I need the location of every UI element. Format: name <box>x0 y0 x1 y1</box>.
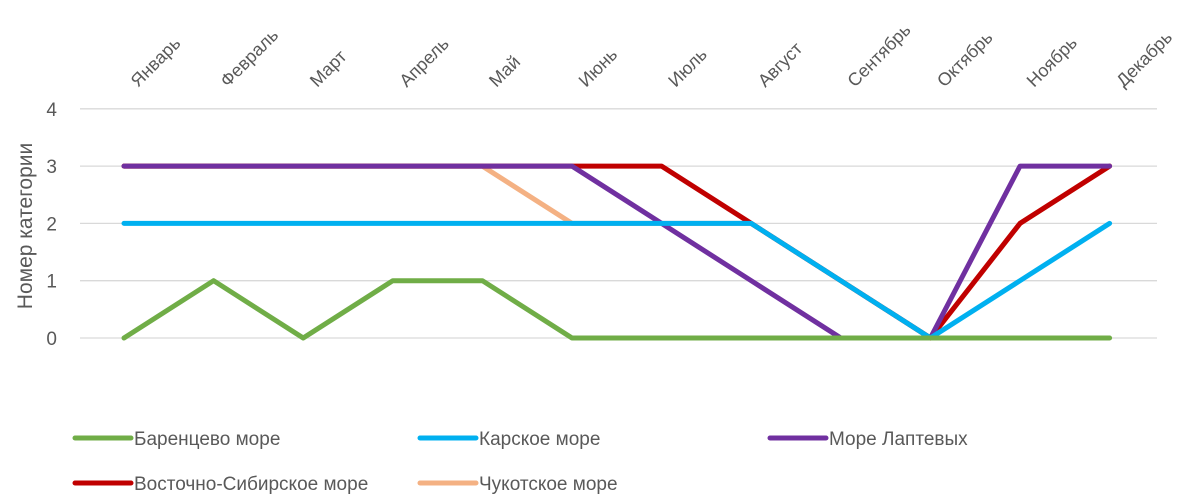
legend-item: Восточно-Сибирское море <box>72 474 368 494</box>
x-tick-label: Ноябрь <box>1023 33 1081 91</box>
legend-item: Карское море <box>417 429 600 450</box>
x-axis-ticks: Январь Февраль Март Апрель Май Июнь Июль Август… <box>127 20 1176 91</box>
y-axis-ticks: 0 1 2 3 4 <box>46 100 57 350</box>
y-tick-label: 4 <box>46 100 57 121</box>
legend-label: Баренцево море <box>134 429 280 450</box>
x-tick-label: Июль <box>664 44 711 91</box>
x-tick-label: Март <box>306 46 351 91</box>
x-tick-label: Октябрь <box>933 27 996 90</box>
x-tick-label: Декабрь <box>1112 27 1176 91</box>
series-line <box>121 278 1113 341</box>
series-line <box>121 163 1113 341</box>
series-lines <box>121 163 1113 341</box>
x-tick-label: Апрель <box>395 34 452 91</box>
legend-label: Чукотское море <box>479 474 618 494</box>
legend-label: Карское море <box>479 429 600 450</box>
x-tick-label: Январь <box>127 33 185 91</box>
legend-label: Восточно-Сибирское море <box>134 474 368 494</box>
legend-item: Море Лаптевых <box>767 429 968 450</box>
y-tick-label: 3 <box>46 157 57 178</box>
legend-item: Баренцево море <box>72 429 280 450</box>
x-tick-label: Август <box>754 38 806 90</box>
y-tick-label: 1 <box>46 272 57 293</box>
y-tick-label: 2 <box>46 214 57 235</box>
x-tick-label: Февраль <box>216 25 282 91</box>
x-tick-label: Сентябрь <box>843 20 914 91</box>
legend-label: Море Лаптевых <box>829 429 968 450</box>
series-line <box>121 220 1113 341</box>
x-tick-label: Май <box>485 52 524 91</box>
legend: Баренцево море Карское море Море Лаптевых В… <box>72 429 968 494</box>
x-tick-label: Июнь <box>575 44 622 91</box>
legend-item: Чукотское море <box>417 474 618 494</box>
y-axis-title: Номер категории <box>14 143 37 309</box>
y-tick-label: 0 <box>46 329 57 350</box>
